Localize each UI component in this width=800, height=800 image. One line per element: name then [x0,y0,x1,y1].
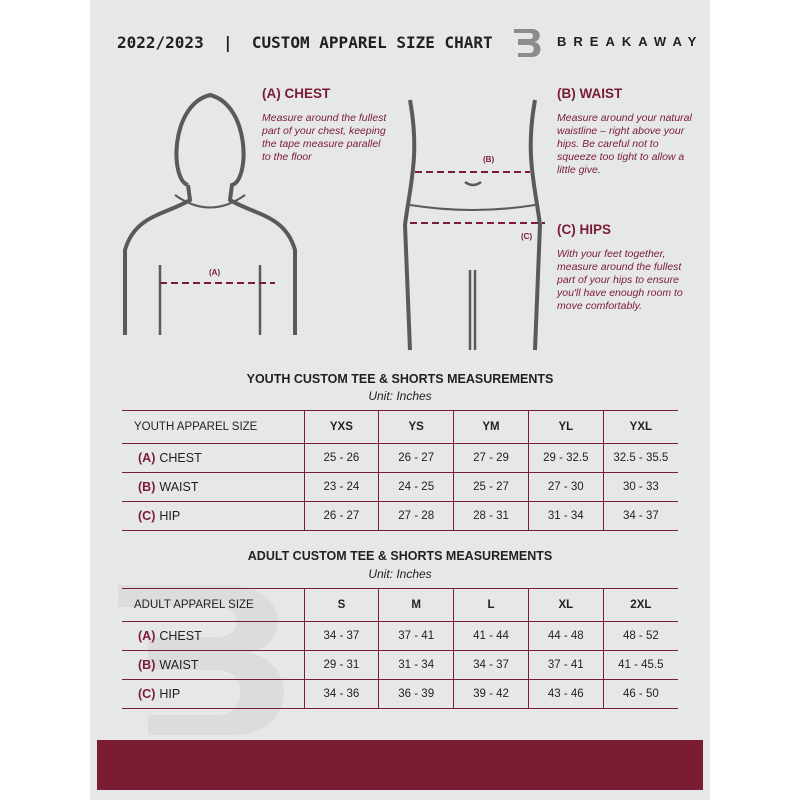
row-label: (B) WAIST [122,472,304,502]
waist-marker: (B) [483,155,495,164]
table-header-row: ADULT APPAREL SIZE S M L XL 2XL [122,588,678,622]
table-cell: 27 - 28 [378,501,454,531]
row-code: (A) [138,451,156,465]
adult-unit: Unit: Inches [368,567,432,581]
table-cell: 46 - 50 [602,679,678,709]
table-cell: 34 - 37 [303,621,379,651]
table-cell: 44 - 48 [527,621,604,651]
table-cell: 29 - 32.5 [527,443,604,473]
header-cell: S [303,588,379,622]
header-cell: L [453,588,529,622]
table-cell: 41 - 44 [453,621,529,651]
table-cell: 48 - 52 [602,621,678,651]
table-row: (B) WAIST 29 - 31 31 - 34 34 - 37 37 - 41 41 -… [122,650,678,680]
table-cell: 26 - 27 [303,501,379,531]
header-cell: YXL [602,410,678,444]
row-name: CHEST [159,629,202,643]
header-cell: YXS [303,410,379,444]
table-cell: 39 - 42 [453,679,529,709]
table-cell: 29 - 31 [303,650,379,680]
youth-size-table: YOUTH APPAREL SIZE YXS YS YM YL YXL (A) CHEST 25… [122,410,678,531]
row-label: (A) CHEST [122,443,304,473]
header-cell: YM [453,410,529,444]
row-name: WAIST [159,658,199,672]
table-cell: 27 - 29 [453,443,529,473]
table-row: (A) CHEST 34 - 37 37 - 41 41 - 44 44 - 48 48 -… [122,621,678,651]
header-cell: 2XL [602,588,678,622]
lower-body-figure [402,99,545,351]
header-cell: XL [527,588,604,622]
chest-heading: (A) CHEST [262,86,331,101]
table-row: (C) HIP 34 - 36 36 - 39 39 - 42 43 - 46 46 - 5… [122,679,678,709]
table-cell: 34 - 37 [602,501,678,531]
row-code: (C) [138,509,156,523]
table-cell: 34 - 37 [453,650,529,680]
breakaway-logo-icon [514,29,541,57]
row-name: HIP [159,509,181,523]
header-cell: YOUTH APPAREL SIZE [122,410,304,444]
chest-marker: (A) [209,268,221,277]
table-cell: 24 - 25 [378,472,454,502]
row-code: (A) [138,629,156,643]
table-cell: 31 - 34 [378,650,454,680]
table-row: (B) WAIST 23 - 24 24 - 25 25 - 27 27 - 30 30 -… [122,472,678,502]
table-cell: 27 - 30 [527,472,604,502]
table-cell: 31 - 34 [527,501,604,531]
brand-name: BREAKAWAY [557,34,704,49]
hips-description: With your feet together, measure around … [557,248,683,312]
row-code: (B) [138,480,156,494]
row-label: (A) CHEST [122,621,304,651]
waist-heading: (B) WAIST [557,86,623,101]
row-label: (C) HIP [122,679,304,709]
hips-marker: (C) [521,232,533,241]
page-title: 2022/2023 | CUSTOM APPAREL SIZE CHART [117,33,493,52]
table-cell: 25 - 26 [303,443,379,473]
table-cell: 30 - 33 [602,472,678,502]
row-name: HIP [159,687,181,701]
table-cell: 32.5 - 35.5 [602,443,678,473]
footer-bar [97,740,703,790]
table-cell: 28 - 31 [453,501,529,531]
table-header-row: YOUTH APPAREL SIZE YXS YS YM YL YXL [122,410,678,444]
table-row: (C) HIP 26 - 27 27 - 28 28 - 31 31 - 34 34 - 3… [122,501,678,531]
header-cell: ADULT APPAREL SIZE [122,588,304,622]
table-cell: 37 - 41 [527,650,604,680]
row-name: CHEST [159,451,202,465]
header-cell: YS [378,410,454,444]
waist-description: Measure around your natural waistline – … [557,112,692,176]
header-cell: M [378,588,454,622]
table-cell: 34 - 36 [303,679,379,709]
table-cell: 37 - 41 [378,621,454,651]
table-cell: 41 - 45.5 [602,650,678,680]
row-name: WAIST [159,480,199,494]
table-row: (A) CHEST 25 - 26 26 - 27 27 - 29 29 - 32.5 32… [122,443,678,473]
youth-unit: Unit: Inches [368,389,432,403]
youth-table-title: YOUTH CUSTOM TEE & SHORTS MEASUREMENTS [246,372,554,386]
adult-table-title: ADULT CUSTOM TEE & SHORTS MEASUREMENTS [247,549,553,563]
table-cell: 26 - 27 [378,443,454,473]
row-label: (C) HIP [122,501,304,531]
hips-heading: (C) HIPS [557,222,611,237]
table-cell: 25 - 27 [453,472,529,502]
row-code: (B) [138,658,156,672]
table-cell: 36 - 39 [378,679,454,709]
row-code: (C) [138,687,156,701]
chest-description: Measure around the fullest part of your … [262,112,387,163]
table-cell: 43 - 46 [527,679,604,709]
header-cell: YL [527,410,604,444]
upper-body-figure [123,92,297,335]
adult-size-table: ADULT APPAREL SIZE S M L XL 2XL (A) CHEST 34 - 3… [122,588,678,709]
row-label: (B) WAIST [122,650,304,680]
table-cell: 23 - 24 [303,472,379,502]
